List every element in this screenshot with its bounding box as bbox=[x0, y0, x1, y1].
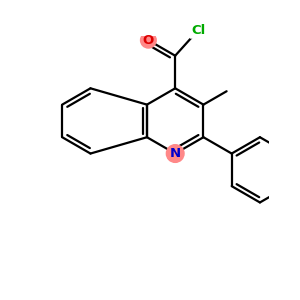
Text: O: O bbox=[143, 34, 154, 47]
Circle shape bbox=[141, 32, 156, 48]
Text: Cl: Cl bbox=[191, 24, 205, 37]
Text: N: N bbox=[169, 147, 181, 160]
Circle shape bbox=[167, 145, 184, 162]
